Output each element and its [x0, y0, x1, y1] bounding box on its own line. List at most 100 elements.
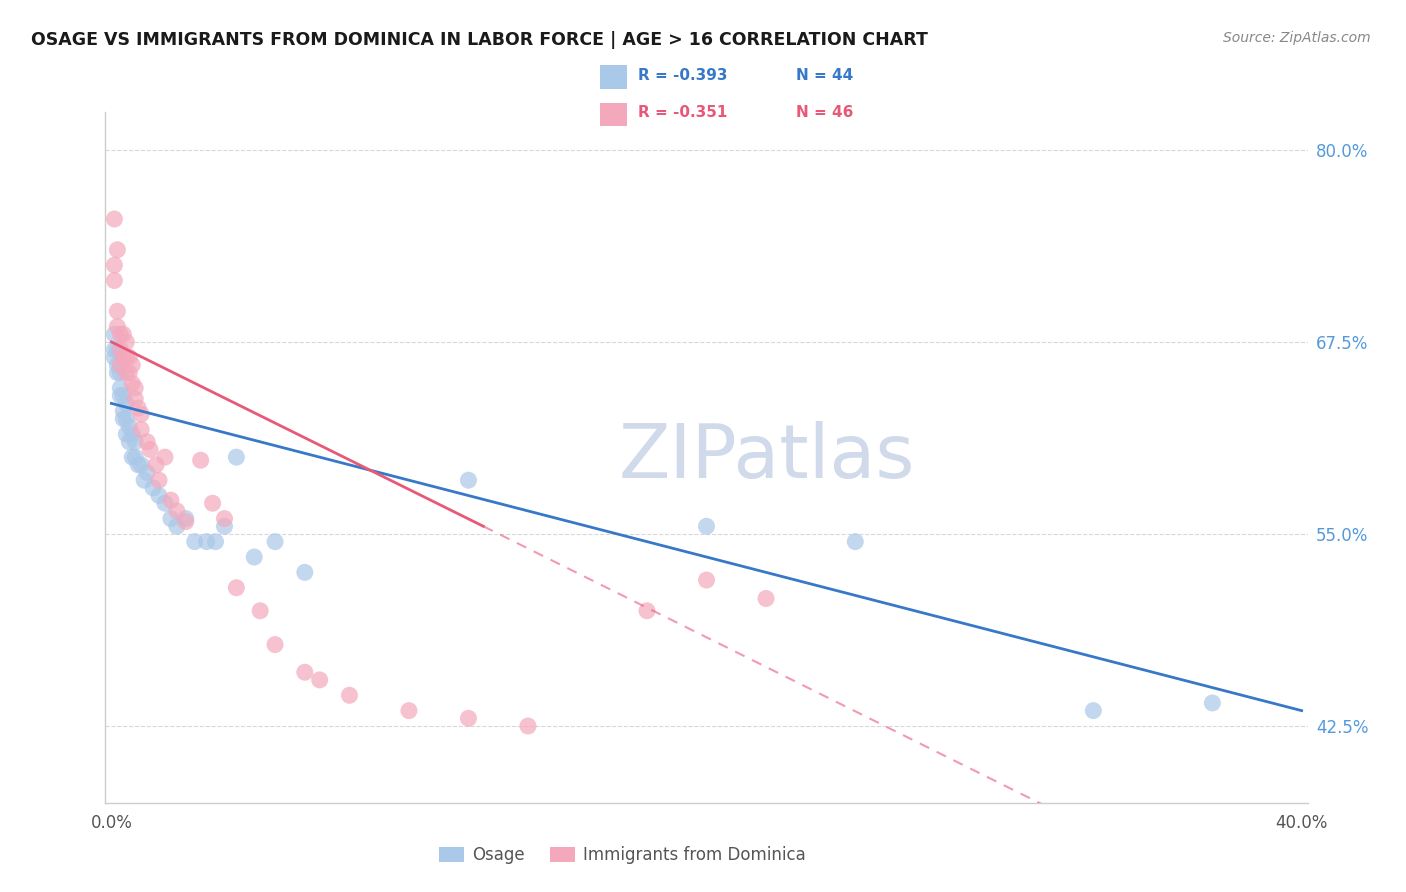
Point [160, 493, 183, 508]
Text: OSAGE VS IMMIGRANTS FROM DOMINICA IN LABOR FORCE | AGE > 16 CORRELATION CHART: OSAGE VS IMMIGRANTS FROM DOMINICA IN LAB… [31, 31, 928, 49]
Point [105, 243, 128, 257]
Point [112, 411, 135, 425]
Point [190, 453, 212, 467]
Point [129, 423, 152, 437]
Point [145, 458, 167, 472]
Point [153, 496, 176, 510]
Point [134, 473, 156, 487]
Point [844, 534, 866, 549]
Point [124, 450, 146, 465]
Point [105, 366, 128, 380]
Point [517, 719, 540, 733]
Text: N = 44: N = 44 [796, 68, 853, 83]
Point [243, 549, 266, 564]
Point [160, 511, 183, 525]
Point [118, 434, 141, 449]
Point [294, 665, 316, 680]
Point [214, 511, 236, 525]
Point [249, 604, 271, 618]
Point [1083, 704, 1105, 718]
Point [1201, 696, 1223, 710]
Point [139, 442, 162, 457]
Point [183, 534, 205, 549]
Text: R = -0.393: R = -0.393 [638, 68, 727, 83]
Point [339, 688, 361, 702]
Point [204, 534, 226, 549]
Point [105, 304, 128, 318]
Point [110, 366, 132, 380]
Point [166, 519, 188, 533]
Point [105, 319, 128, 334]
Point [103, 273, 125, 287]
Point [124, 392, 146, 406]
Point [103, 351, 125, 365]
Point [755, 591, 778, 606]
Text: Source: ZipAtlas.com: Source: ZipAtlas.com [1223, 31, 1371, 45]
Point [118, 366, 141, 380]
Legend: Osage, Immigrants from Dominica: Osage, Immigrants from Dominica [432, 839, 813, 871]
Point [121, 427, 143, 442]
Bar [600, 65, 627, 89]
Point [103, 212, 125, 227]
Bar [600, 103, 627, 127]
Point [166, 504, 188, 518]
Point [142, 481, 165, 495]
Point [127, 458, 149, 472]
Point [214, 519, 236, 533]
Point [225, 581, 247, 595]
Point [103, 258, 125, 272]
Point [103, 327, 125, 342]
Point [195, 534, 218, 549]
Point [115, 411, 138, 425]
Point [118, 351, 141, 365]
Point [129, 407, 152, 421]
Point [121, 450, 143, 465]
Point [201, 496, 224, 510]
Point [457, 711, 479, 725]
Point [112, 404, 135, 418]
Point [115, 396, 138, 410]
Point [457, 473, 479, 487]
Point [148, 473, 170, 487]
Text: ZIPatlas: ZIPatlas [619, 421, 915, 493]
Point [308, 673, 330, 687]
Point [110, 327, 132, 342]
Point [153, 450, 176, 465]
Point [127, 401, 149, 415]
Point [264, 638, 287, 652]
Point [264, 534, 287, 549]
Point [136, 466, 159, 480]
Point [294, 566, 316, 580]
Point [174, 515, 197, 529]
Point [225, 450, 247, 465]
Point [148, 489, 170, 503]
Point [115, 366, 138, 380]
Point [112, 389, 135, 403]
Point [695, 573, 717, 587]
Point [121, 358, 143, 372]
Point [136, 434, 159, 449]
Point [115, 351, 138, 365]
Point [112, 327, 135, 342]
Point [105, 358, 128, 372]
Point [105, 343, 128, 357]
Point [112, 351, 135, 365]
Point [115, 334, 138, 349]
Point [103, 343, 125, 357]
Point [124, 381, 146, 395]
Point [121, 376, 143, 391]
Point [174, 511, 197, 525]
Point [110, 343, 132, 357]
Point [129, 458, 152, 472]
Point [110, 381, 132, 395]
Point [636, 604, 658, 618]
Point [124, 434, 146, 449]
Point [110, 389, 132, 403]
Point [115, 427, 138, 442]
Text: R = -0.351: R = -0.351 [638, 105, 727, 120]
Point [695, 519, 717, 533]
Point [118, 419, 141, 434]
Point [110, 358, 132, 372]
Text: N = 46: N = 46 [796, 105, 853, 120]
Point [398, 704, 420, 718]
